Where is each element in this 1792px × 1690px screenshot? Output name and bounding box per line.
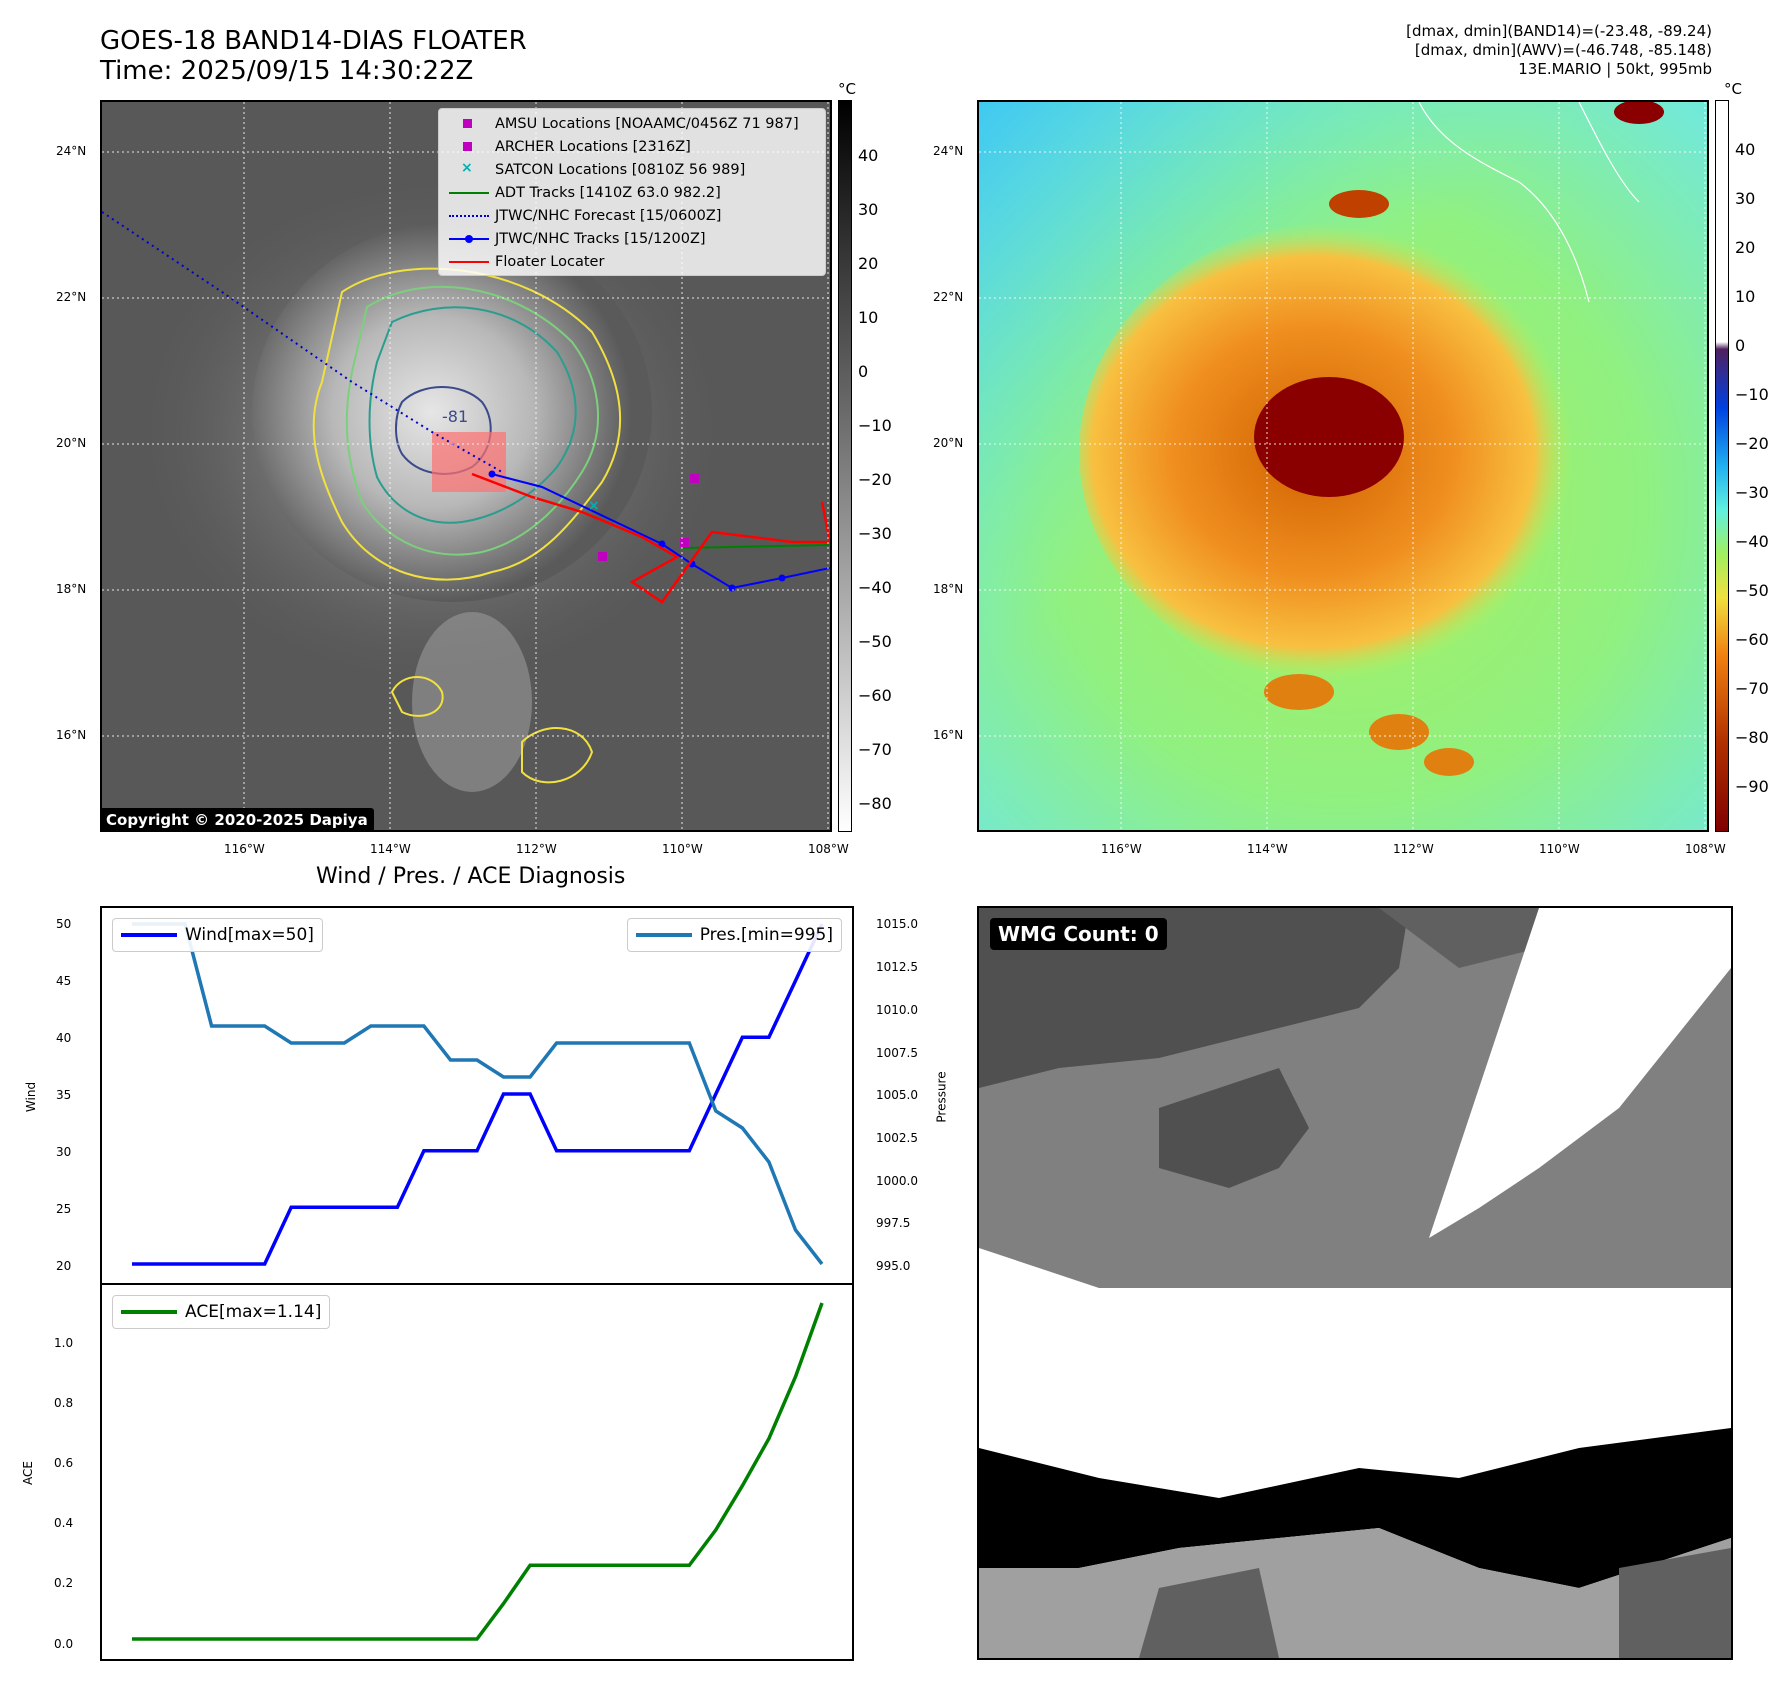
contour-yellow — [312, 267, 622, 581]
info-line-1: [dmax, dmin](BAND14)=(-23.48, -89.24) — [1406, 22, 1712, 40]
ir-colorbar-unit: °C — [838, 80, 856, 98]
square-icon — [449, 140, 489, 154]
adt-track — [681, 544, 830, 549]
awv-map-panel — [977, 100, 1709, 832]
line-icon — [449, 186, 489, 200]
floater-locater — [471, 472, 830, 604]
awv-map-grid — [979, 102, 1707, 830]
forecast-track — [102, 211, 503, 473]
legend-item-tracks: JTWC/NHC Tracks [15/1200Z] — [449, 228, 706, 250]
wmg-panel — [977, 906, 1733, 1660]
pressure-axis-label: Pressure — [934, 1071, 949, 1123]
title-line-2: Time: 2025/09/15 14:30:22Z — [100, 56, 474, 86]
legend-item-floater: Floater Locater — [449, 251, 604, 273]
dotted-line-icon — [449, 209, 489, 223]
copyright-label: Copyright © 2020-2025 Dapiya — [100, 808, 374, 832]
figure-title: GOES-18 BAND14-DIAS FLOATER Time: 2025/0… — [100, 26, 527, 86]
ir-colorbar — [838, 100, 852, 832]
contour-yellow-south — [390, 676, 594, 784]
line-dot-icon — [449, 232, 489, 246]
wmg-count-badge: WMG Count: 0 — [990, 918, 1167, 950]
legend-item-amsu: AMSU Locations [NOAAMC/0456Z 71 987] — [449, 113, 799, 135]
line-icon — [449, 255, 489, 269]
info-line-2: [dmax, dmin](AWV)=(-46.748, -85.148) — [1414, 41, 1712, 59]
pressure-legend: Pres.[min=995] — [626, 918, 842, 952]
pressure-series-line — [132, 922, 824, 1266]
wind-legend: Wind[max=50] — [112, 918, 323, 952]
wind-series-line — [132, 923, 824, 1266]
ace-legend: ACE[max=1.14] — [112, 1295, 331, 1329]
storm-info: [dmax, dmin](BAND14)=(-23.48, -89.24) [d… — [1406, 22, 1712, 79]
awv-colorbar — [1715, 100, 1729, 832]
wind-pres-plot — [132, 922, 824, 1266]
ace-chart: ACE[max=1.14] — [100, 1283, 854, 1661]
ace-series-line — [132, 1302, 824, 1641]
awv-colorbar-unit: °C — [1724, 80, 1742, 98]
wmg-image — [979, 908, 1731, 1658]
legend-item-adt: ADT Tracks [1410Z 63.0 982.2] — [449, 182, 721, 204]
wind-pres-chart: Wind[max=50] Pres.[min=995] — [100, 906, 854, 1285]
line-icon — [121, 1310, 177, 1314]
archer-marker — [598, 552, 607, 561]
awv-eye-core — [1254, 377, 1404, 497]
ace-axis-label: ACE — [20, 1461, 35, 1485]
diagnosis-title: Wind / Pres. / ACE Diagnosis — [316, 864, 626, 889]
legend-item-forecast: JTWC/NHC Forecast [15/0600Z] — [449, 205, 721, 227]
ir-map-legend: AMSU Locations [NOAAMC/0456Z 71 987] ARC… — [438, 108, 826, 276]
coastline — [1418, 102, 1640, 303]
contour-green — [345, 285, 599, 556]
square-icon — [449, 117, 489, 131]
legend-item-satcon: × SATCON Locations [0810Z 56 989] — [449, 159, 745, 181]
legend-item-archer: ARCHER Locations [2316Z] — [449, 136, 691, 158]
ir-map-panel: × -81 AMSU Locations [NOAAMC/0456Z 71 98… — [100, 100, 832, 832]
amsu-marker — [690, 474, 699, 483]
title-line-1: GOES-18 BAND14-DIAS FLOATER — [100, 26, 527, 56]
contour-label: -81 — [442, 407, 468, 426]
satcon-marker: × — [588, 498, 600, 514]
line-icon — [121, 933, 177, 937]
archer-marker-2 — [680, 538, 689, 547]
info-line-3: 13E.MARIO | 50kt, 995mb — [1518, 60, 1712, 78]
ace-plot — [132, 1302, 824, 1641]
x-marker-icon: × — [461, 160, 473, 176]
line-icon — [635, 933, 692, 937]
wind-axis-label: Wind — [24, 1081, 39, 1113]
awv-map-image — [979, 102, 1707, 830]
